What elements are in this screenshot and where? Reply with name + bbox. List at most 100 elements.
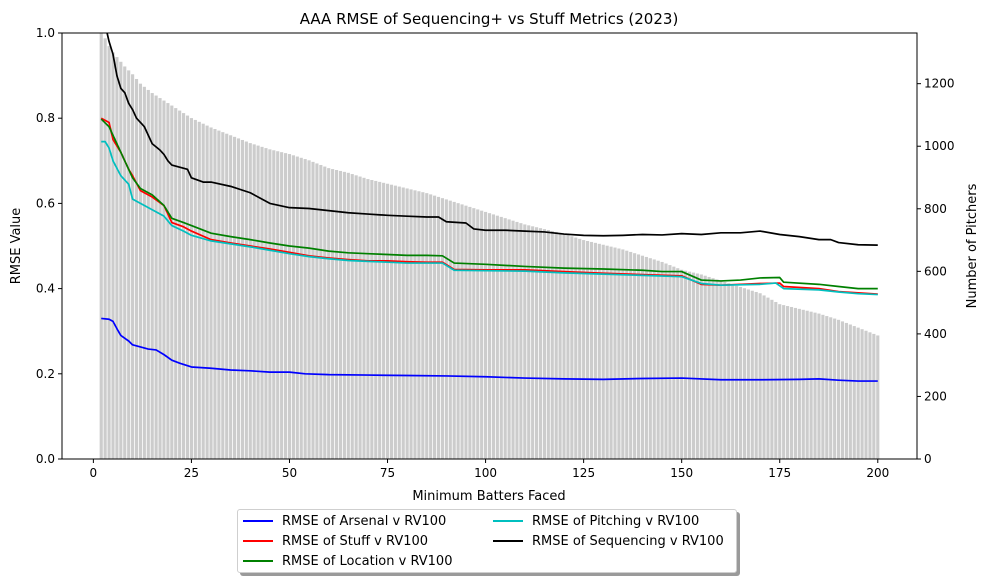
pitcher-count-bar — [719, 280, 723, 459]
pitcher-count-bar — [291, 155, 295, 459]
pitcher-count-bar — [272, 150, 276, 459]
pitcher-count-bar — [103, 38, 107, 459]
pitcher-count-bar — [793, 307, 797, 459]
y-axis-label: RMSE Value — [9, 208, 24, 285]
pitcher-count-bar — [597, 243, 601, 459]
pitcher-count-bar — [460, 204, 464, 459]
pitcher-count-bar — [574, 237, 578, 459]
pitcher-count-bar — [197, 121, 201, 459]
pitcher-count-bar — [511, 220, 515, 459]
x-tick-label: 100 — [474, 466, 497, 480]
pitcher-count-bar — [217, 130, 221, 459]
pitcher-count-bar — [750, 290, 754, 459]
pitcher-count-bar — [401, 187, 405, 459]
y2-tick-label: 1000 — [924, 139, 955, 153]
pitcher-count-bar — [319, 164, 323, 459]
pitcher-count-bar — [585, 241, 590, 459]
x-tick-label: 25 — [184, 466, 199, 480]
pitcher-count-bar — [174, 108, 178, 459]
pitcher-count-bar — [280, 152, 284, 459]
pitcher-count-bar — [829, 317, 833, 459]
y2-axis-label: Number of Pitchers — [965, 183, 980, 308]
pitcher-count-bar — [429, 194, 433, 459]
pitcher-count-bar — [613, 247, 617, 459]
pitcher-count-bar — [707, 276, 711, 459]
pitcher-count-bar — [134, 78, 139, 459]
pitcher-count-bar — [523, 224, 527, 459]
pitcher-count-bar — [860, 329, 864, 459]
pitcher-count-bar — [546, 230, 550, 459]
y-tick-label: 0.2 — [36, 367, 55, 381]
pitcher-count-bar — [233, 136, 237, 459]
legend-swatch — [493, 520, 523, 522]
pitcher-count-bar — [856, 327, 860, 459]
pitcher-count-bar — [703, 275, 707, 459]
pitcher-count-bar — [268, 149, 272, 459]
pitcher-count-bar — [491, 214, 495, 459]
pitcher-count-bar — [864, 330, 868, 459]
pitcher-count-bar — [393, 185, 397, 459]
pitcher-count-bar — [609, 246, 613, 459]
y2-tick-label: 800 — [924, 202, 947, 216]
legend-label: RMSE of Stuff v RV100 — [282, 533, 429, 549]
pitcher-count-bar — [405, 188, 409, 459]
x-tick-label: 200 — [866, 466, 889, 480]
pitcher-count-bar — [774, 301, 778, 459]
legend-label: RMSE of Arsenal v RV100 — [282, 513, 447, 529]
pitcher-count-bar — [252, 144, 256, 459]
pitcher-count-bar — [189, 118, 193, 459]
pitcher-count-bar — [825, 316, 829, 459]
pitcher-count-bar — [162, 100, 166, 459]
pitcher-count-bar — [374, 180, 378, 459]
pitcher-count-bar — [687, 271, 692, 459]
pitcher-count-bar — [378, 181, 382, 459]
pitcher-count-bar — [562, 233, 566, 459]
pitcher-count-bar — [311, 161, 315, 459]
pitcher-count-bar — [676, 268, 680, 459]
pitcher-count-bar — [236, 138, 241, 459]
pitcher-count-bar — [648, 258, 652, 459]
pitcher-count-bar — [115, 57, 119, 459]
pitcher-count-bar — [656, 260, 660, 459]
pitcher-count-bar — [127, 70, 131, 459]
pitcher-count-bar — [758, 293, 762, 459]
pitcher-count-bar — [852, 326, 856, 459]
pitcher-count-bar — [813, 312, 817, 459]
pitcher-count-bar — [382, 182, 386, 459]
pitcher-count-bar — [636, 254, 641, 459]
pitcher-count-bar — [409, 189, 413, 459]
pitcher-count-bar — [833, 318, 837, 459]
pitcher-count-bar — [421, 192, 425, 459]
legend-swatch — [243, 520, 273, 522]
pitcher-count-bar — [256, 145, 260, 459]
pitcher-count-bar — [538, 228, 543, 459]
pitcher-count-bar — [715, 279, 719, 459]
pitcher-count-bar — [468, 206, 472, 459]
pitcher-count-bar — [578, 238, 582, 459]
legend-item: RMSE of Sequencing v RV100 — [493, 532, 724, 550]
pitcher-count-bar — [527, 225, 531, 459]
pitcher-count-bar — [625, 250, 629, 459]
pitcher-count-bar — [531, 226, 535, 459]
pitcher-count-bar — [440, 198, 445, 459]
legend-swatch — [243, 540, 273, 542]
pitcher-count-bar — [817, 313, 821, 459]
pitcher-count-bar — [193, 119, 197, 459]
pitcher-count-bar — [601, 244, 605, 459]
pitcher-count-bar — [397, 186, 401, 459]
x-tick-label: 175 — [768, 466, 791, 480]
pitcher-count-bar — [797, 308, 801, 459]
y2-tick-label: 600 — [924, 264, 947, 278]
pitcher-count-bar — [668, 265, 672, 459]
y-tick-label: 0.0 — [36, 452, 55, 466]
y-tick-label: 0.6 — [36, 196, 55, 210]
pitcher-count-bar — [699, 274, 703, 459]
pitcher-count-bar — [436, 196, 441, 459]
pitcher-count-bar — [119, 61, 123, 459]
pitcher-count-bar — [680, 269, 684, 459]
pitcher-count-bar — [629, 251, 633, 459]
pitcher-count-bar — [260, 146, 264, 459]
pitcher-count-bar — [166, 103, 170, 459]
pitcher-count-bar — [244, 141, 248, 459]
pitcher-count-bar — [327, 168, 331, 459]
